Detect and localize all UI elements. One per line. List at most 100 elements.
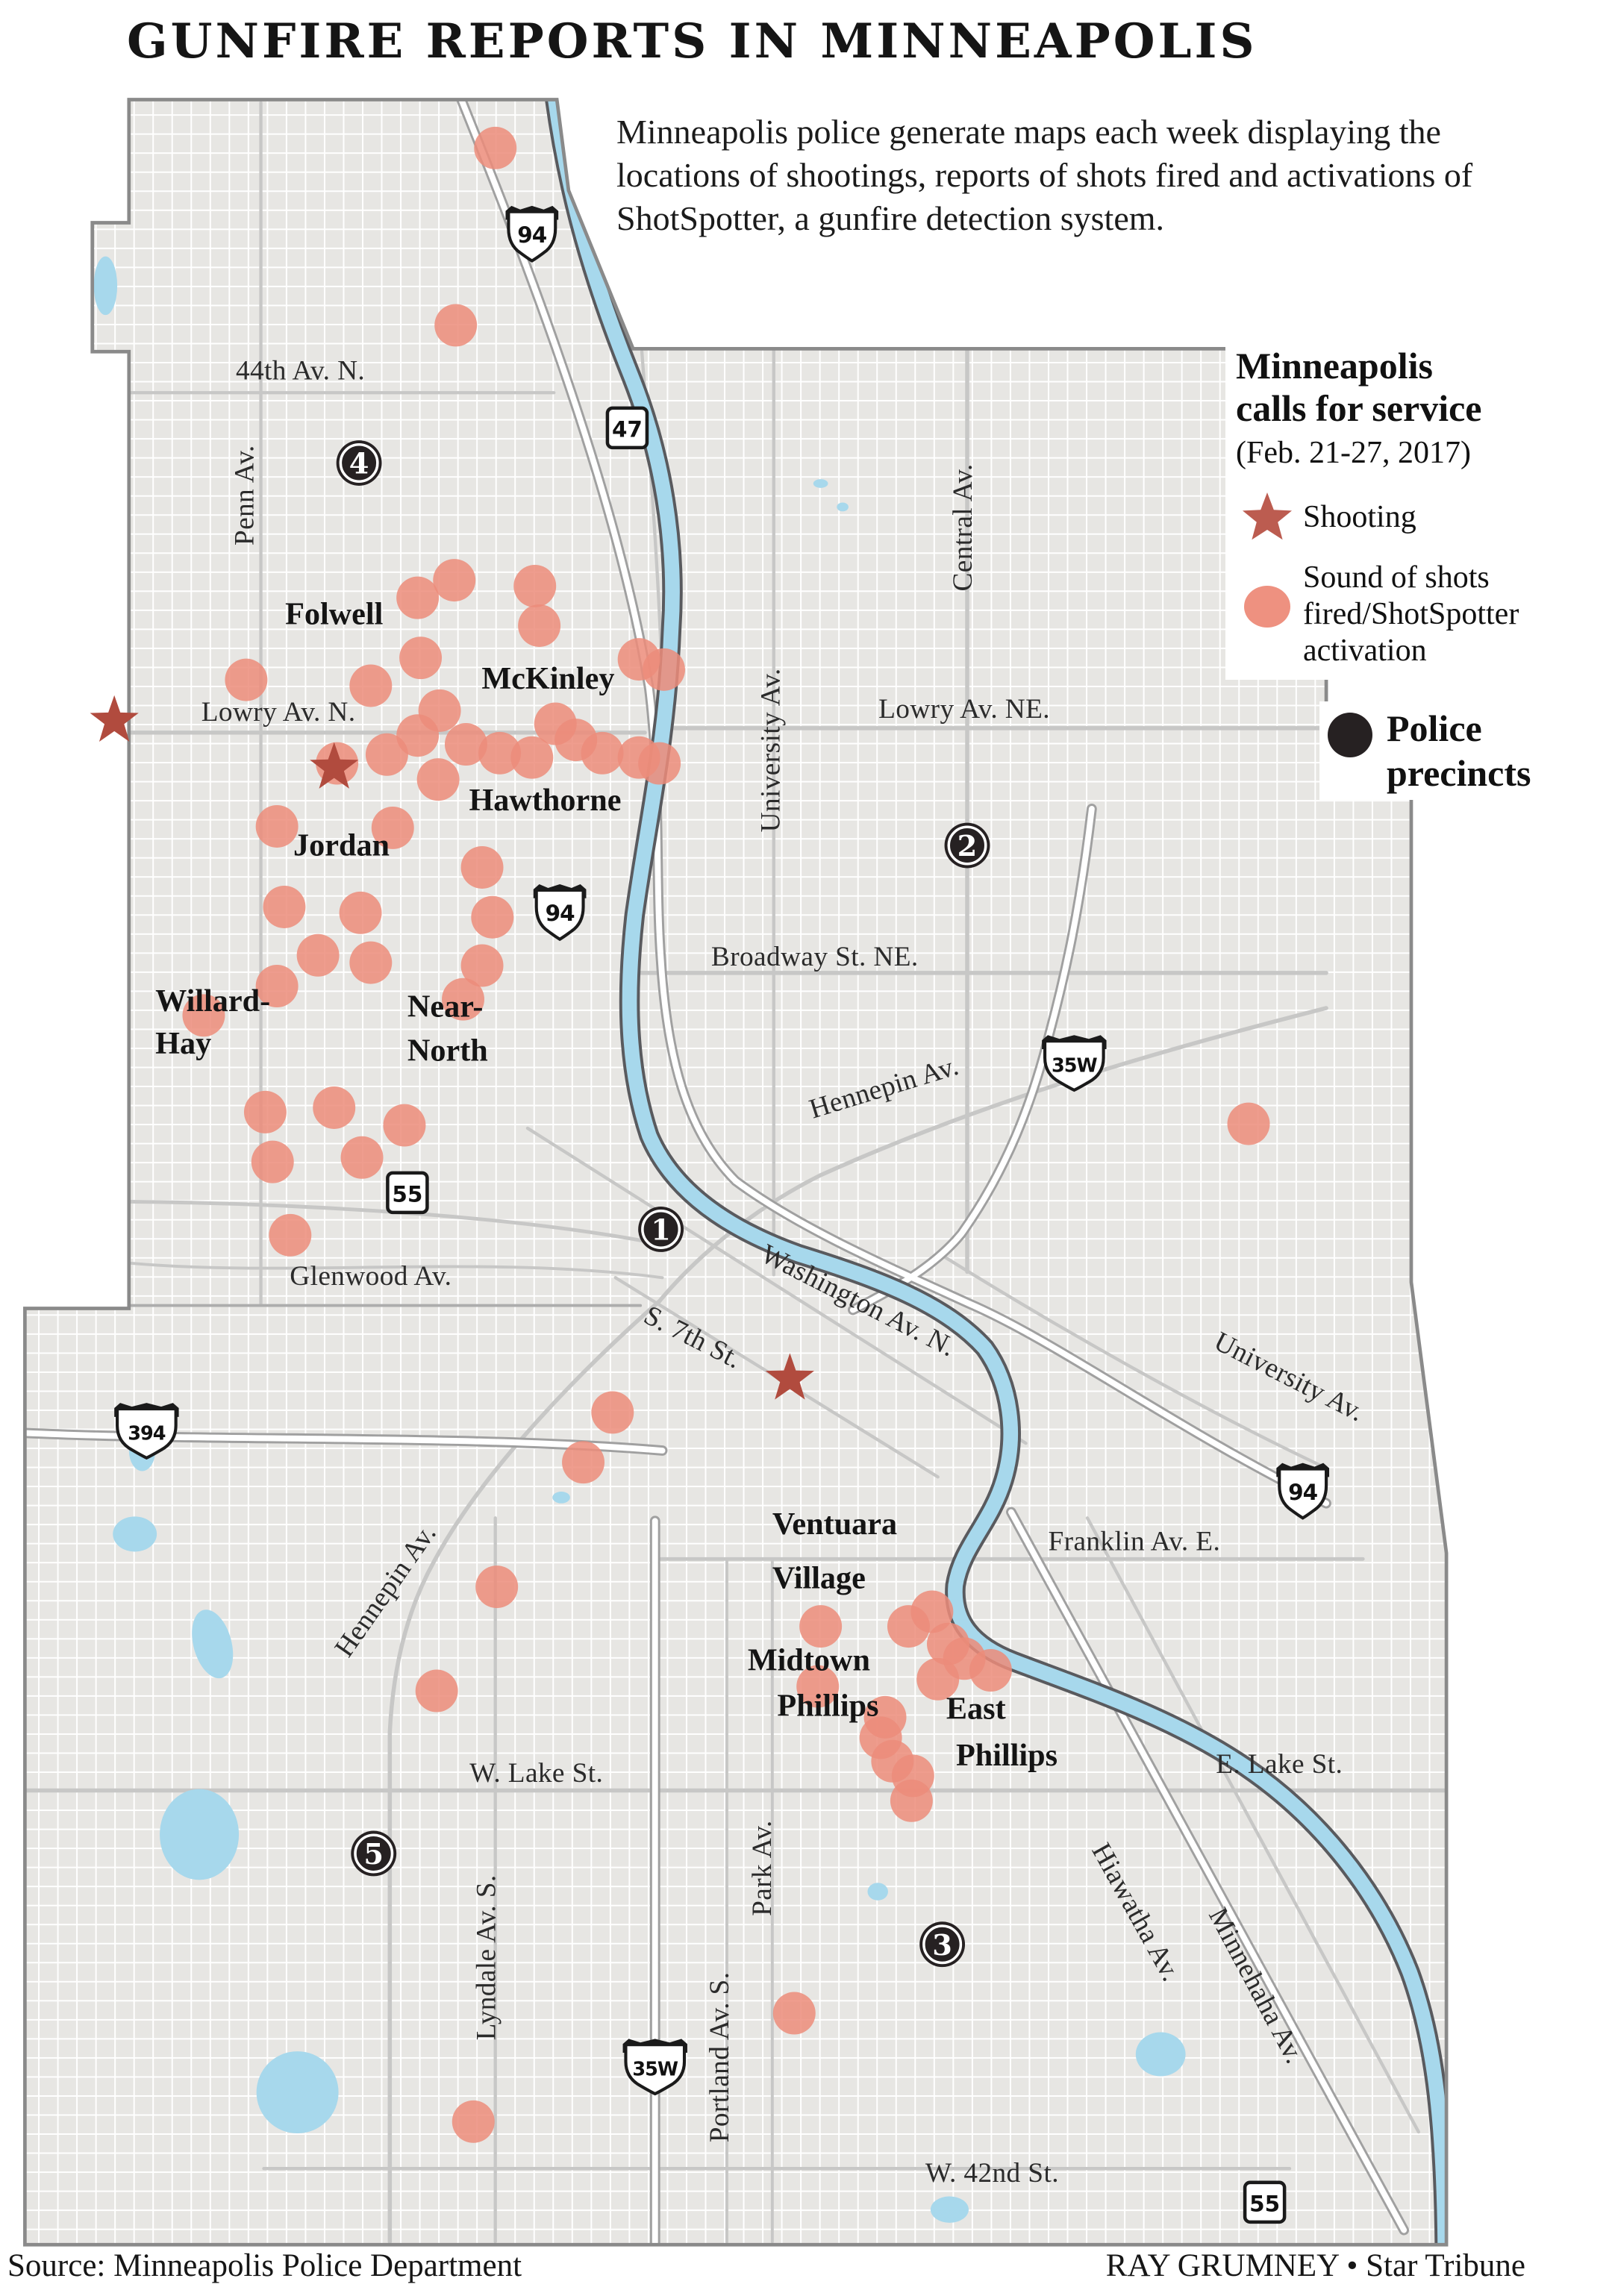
shots-fired-dot — [263, 886, 306, 928]
shots-fired-dot — [638, 742, 681, 785]
highway-47-shield: 47 — [605, 406, 649, 450]
shield-number: 94 — [1288, 1480, 1318, 1505]
freeway-35wne — [849, 805, 1095, 1313]
shooting-star-glyph — [1243, 492, 1292, 540]
shots-fired-dot — [581, 731, 624, 775]
shots-fired-dot-glyph — [1244, 586, 1290, 628]
shield-number: 35W — [632, 2058, 678, 2080]
legend-shots-label: Sound of shots fired/ShotSpotter activat… — [1303, 560, 1519, 669]
precinct-ring — [922, 1924, 963, 1965]
intro-text: Minneapolis police generate maps each we… — [606, 103, 1563, 260]
street-label: E. Lake St. — [1216, 1749, 1343, 1780]
interstate-94-shield: 94 — [1276, 1463, 1330, 1520]
precinct-number: 1 — [651, 1214, 671, 1248]
police-precinct-marker: 1 — [638, 1207, 684, 1252]
shots-fired-dot — [416, 758, 460, 801]
shots-fired-dot — [339, 891, 382, 934]
neighborhood-label: Jordan — [293, 828, 390, 863]
shots-fired-dot — [296, 933, 340, 977]
shots-fired-dot — [182, 994, 225, 1037]
shield-number: 35W — [1052, 1054, 1098, 1077]
shots-fired-dot — [365, 733, 408, 776]
shield-body — [386, 1171, 429, 1215]
shots-fired-dot — [562, 1441, 605, 1484]
shots-fired-dot — [349, 941, 393, 984]
legend-shots-line2: fired/ShotSpotter — [1303, 597, 1519, 631]
shield-body — [1243, 2180, 1287, 2224]
shots-fired-dot — [478, 731, 522, 775]
shots-fired-dot — [225, 658, 268, 701]
shooting-star-icon — [1236, 489, 1299, 545]
interstate-35W-shield: 35W — [1042, 1035, 1107, 1092]
shooting-star-marker — [90, 695, 139, 742]
shots-fired-dot — [969, 1649, 1012, 1692]
author-credit: RAY GRUMNEY • Star Tribune — [1105, 2248, 1525, 2283]
lake-loring — [552, 1491, 570, 1504]
legend-item-precincts: Police precincts — [1319, 701, 1539, 800]
street-label: Park Av. — [747, 1820, 778, 1916]
pond-ne-1 — [813, 479, 828, 488]
street-label: 44th Av. N. — [236, 356, 365, 387]
legend-item-shots-fired: Sound of shots fired/ShotSpotter activat… — [1236, 560, 1612, 669]
mississippi-river — [545, 99, 1447, 2245]
shots-fired-dot — [518, 604, 561, 647]
lakes — [93, 256, 1186, 2223]
neighborhood-label: McKinley — [481, 661, 614, 696]
shots-fired-dot — [251, 1140, 294, 1183]
police-precinct-marker: 4 — [336, 440, 382, 486]
shield-number: 47 — [612, 417, 643, 442]
shots-fired-dot — [396, 576, 440, 619]
lake-diamond — [930, 2196, 969, 2223]
legend-date-range: (Feb. 21-27, 2017) — [1236, 436, 1471, 470]
shots-fired-dot — [415, 1669, 458, 1712]
neighborhood-label: Near- — [407, 989, 484, 1025]
neighborhood-label: Hay — [155, 1026, 211, 1061]
shooting-star-marker — [765, 1353, 814, 1400]
police-precinct-marker: 2 — [944, 822, 990, 869]
legend-shots-line3: activation — [1303, 634, 1427, 668]
legend-shots-line1: Sound of shots — [1303, 560, 1490, 595]
shield-body — [1278, 1467, 1328, 1520]
shield-body — [624, 2043, 687, 2096]
legend-heading-line2: calls for service — [1236, 387, 1482, 429]
legend-heading: Minneapolis calls for service — [1236, 345, 1612, 430]
shots-fired-dot — [255, 805, 299, 848]
neighborhood-label: Phillips — [956, 1738, 1058, 1773]
precinct-ring — [354, 1833, 394, 1874]
shots-fired-dot — [591, 1391, 634, 1434]
shots-fired-dot — [643, 648, 686, 691]
shots-fired-dot — [460, 944, 504, 987]
road-olson-55 — [86, 1199, 655, 1245]
interstate-94-shield: 94 — [505, 205, 559, 263]
interstate-35W-shield: 35W — [622, 2039, 687, 2096]
legend-heading-line1: Minneapolis — [1236, 345, 1433, 387]
freeway-94se — [732, 1177, 1330, 1507]
city-boundary — [23, 98, 1449, 2247]
neighborhood-label: Midtown — [748, 1643, 870, 1678]
precinct-circle — [638, 1207, 684, 1252]
neighborhood-label: Willard- — [155, 983, 270, 1019]
road-hennepin-s — [387, 1298, 662, 2245]
shots-fired-dot — [255, 965, 299, 1007]
shield-body — [1043, 1039, 1105, 1092]
street-label: Broadway St. NE. — [711, 942, 919, 972]
police-precinct-icon — [1328, 713, 1372, 757]
neighborhood-label: North — [407, 1033, 488, 1069]
shots-fired-dot — [434, 304, 478, 347]
police-precincts: 1 2 3 4 5 — [336, 440, 990, 1968]
road-washington — [525, 1126, 1028, 1445]
highway-shields: 94 47 94 35W 55 394 94 35W 55 — [114, 205, 1330, 2224]
street-label: Central Av. — [948, 463, 978, 591]
legend-item-shooting: Shooting — [1236, 489, 1612, 545]
street-label: Lowry Av. NE. — [878, 694, 1050, 725]
shield-body — [116, 1407, 178, 1460]
interstate-94-shield: 94 — [533, 884, 587, 942]
shots-fired-dot — [383, 1104, 426, 1147]
shots-fired-dot — [471, 895, 514, 939]
shots-fired-dot — [890, 1779, 933, 1822]
lake-powderhorn — [867, 1883, 888, 1901]
legend-precincts-label: Police precincts — [1387, 706, 1531, 795]
road-university-se — [936, 1251, 1328, 1470]
road-glenwood — [127, 1261, 664, 1280]
